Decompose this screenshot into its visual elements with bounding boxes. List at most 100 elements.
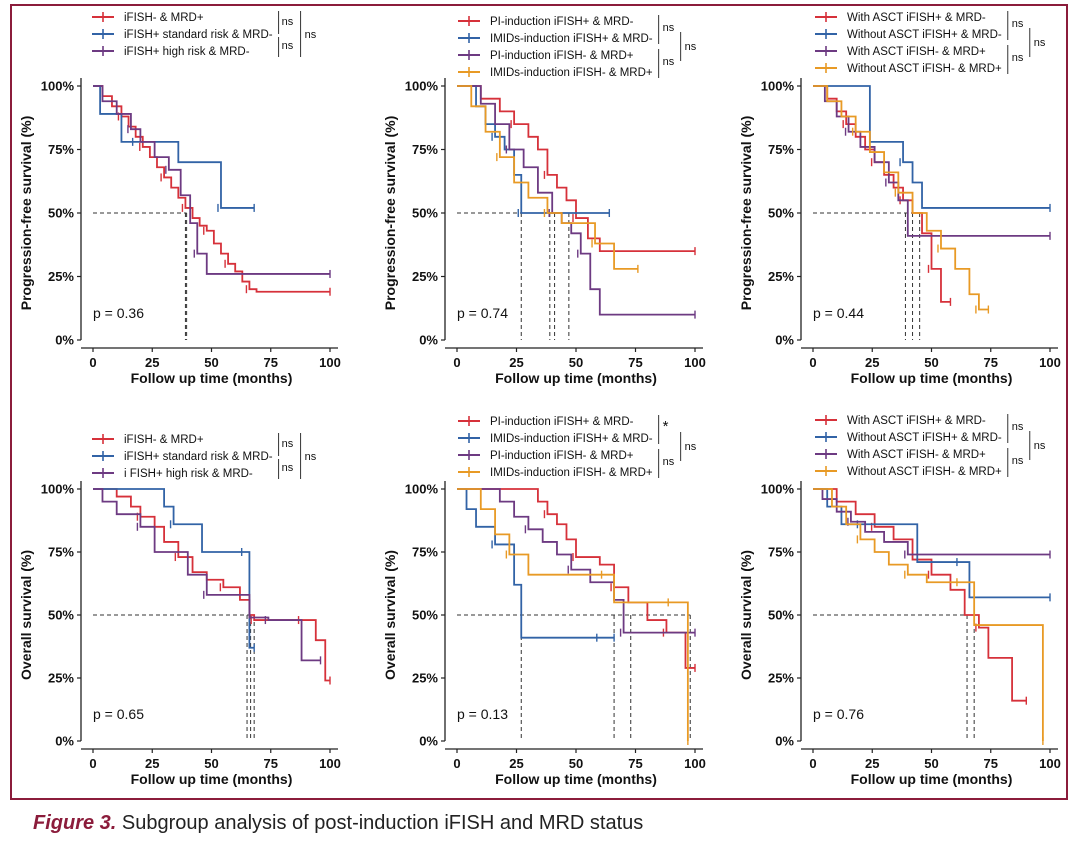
chart-pfs-asct: 0% 25% 50% 75% 100% 0 25 50 75 100 Follow up time … [738,11,1061,386]
legend-label-1: iFISH- & MRD+ [124,12,204,24]
sig-label: ns [282,40,294,52]
legend-label-1: PI-induction iFISH+ & MRD- [490,16,634,28]
legend-label-2: iFISH+ standard risk & MRD- [124,29,273,41]
x-axis-title: Follow up time (months) [851,771,1013,787]
y-tick-label: 100% [41,79,75,94]
sig-label: ns [1034,37,1046,49]
chart-pfs-ifish: 0% 25% 50% 75% 100% 0 25 50 75 100 Follow up time … [18,11,341,386]
x-tick-label: 0 [89,355,96,370]
y-axis-title: Overall survival (%) [738,550,754,680]
survival-curve-2 [93,85,255,209]
legend-label-4: Without ASCT iFISH- & MRD+ [847,63,1002,75]
y-tick-label: 25% [412,671,438,686]
x-tick-label: 50 [204,756,218,771]
legend-label-1: With ASCT iFISH+ & MRD- [847,12,986,24]
legend: PI-induction iFISH+ & MRD- IMIDs-inductio… [458,15,697,79]
y-tick-label: 25% [48,671,74,686]
sig-label: ns [282,16,294,28]
legend: iFISH- & MRD+ iFISH+ standard risk & MRD-… [92,433,317,480]
x-tick-label: 0 [453,756,460,771]
legend-label-3: PI-induction iFISH- & MRD+ [490,50,634,62]
y-tick-label: 50% [768,206,794,221]
figure-frame [10,4,1068,800]
legend-label-1: iFISH- & MRD+ [124,434,204,446]
figure-caption: Figure 3. Subgroup analysis of post-indu… [33,812,643,835]
sig-label: ns [663,22,675,34]
y-axis-title: Progression-free survival (%) [738,116,754,311]
sig-label: * [663,418,669,435]
legend-label-3: With ASCT iFISH- & MRD+ [847,449,986,461]
survival-curve-2 [457,488,615,639]
survival-curve-3 [93,488,321,662]
sig-label: ns [1012,455,1024,467]
y-tick-label: 100% [761,79,795,94]
x-axis-title: Follow up time (months) [131,370,293,386]
x-tick-label: 25 [145,756,159,771]
x-tick-label: 100 [684,756,706,771]
y-tick-label: 0% [55,734,74,749]
y-tick-label: 0% [419,734,438,749]
legend-label-1: PI-induction iFISH+ & MRD- [490,416,634,428]
survival-curve-3 [93,85,330,275]
sig-label: ns [305,29,317,41]
chart-os-induction: 0% 25% 50% 75% 100% 0 25 50 75 100 Follow up time … [382,415,706,787]
x-tick-label: 25 [509,355,523,370]
figure-caption-text: Subgroup analysis of post-induction iFIS… [121,812,644,834]
legend-label-3: i FISH+ high risk & MRD- [124,468,253,480]
p-value: p = 0.36 [93,305,144,321]
legend: iFISH- & MRD+ iFISH+ standard risk & MRD-… [92,11,317,58]
y-tick-label: 0% [775,333,794,348]
x-tick-label: 25 [509,756,523,771]
sig-label: ns [1012,52,1024,64]
x-tick-label: 75 [984,756,998,771]
sig-label: ns [1012,421,1024,433]
survival-curve-1 [457,85,695,252]
x-tick-label: 0 [809,355,816,370]
sig-label: ns [685,441,697,453]
survival-curve-4 [813,488,1044,741]
p-value: p = 0.13 [457,706,508,722]
survival-curve-1 [813,85,951,303]
chart-os-ifish: 0% 25% 50% 75% 100% 0 25 50 75 100 Follow up time … [18,433,341,787]
x-tick-label: 75 [264,355,278,370]
survival-curve-2 [813,488,1050,599]
figure-label: Figure 3. [33,812,117,834]
y-tick-label: 25% [48,269,74,284]
survival-curve-3 [457,85,695,316]
y-axis-title: Progression-free survival (%) [18,116,34,311]
x-tick-label: 100 [1039,355,1061,370]
survival-curve-1 [813,488,1027,702]
y-tick-label: 50% [48,608,74,623]
x-tick-label: 100 [684,355,706,370]
y-tick-label: 75% [48,545,74,560]
survival-curve-2 [93,488,255,649]
sig-label: ns [305,451,317,463]
x-tick-label: 75 [264,756,278,771]
y-tick-label: 75% [48,142,74,157]
legend: With ASCT iFISH+ & MRD- Without ASCT iFIS… [815,11,1046,75]
legend-label-4: Without ASCT iFISH- & MRD+ [847,466,1002,478]
legend: PI-induction iFISH+ & MRD- IMIDs-inductio… [458,415,697,479]
legend-label-1: With ASCT iFISH+ & MRD- [847,415,986,427]
y-tick-label: 100% [761,482,795,497]
y-tick-label: 0% [55,333,74,348]
legend-label-2: IMIDs-induction iFISH+ & MRD- [490,33,653,45]
x-axis-title: Follow up time (months) [131,771,293,787]
legend-label-2: Without ASCT iFISH+ & MRD- [847,432,1002,444]
survival-curve-1 [93,85,330,293]
survival-curve-3 [813,488,1050,556]
sig-label: ns [1012,18,1024,30]
p-value: p = 0.44 [813,305,864,321]
x-tick-label: 50 [204,355,218,370]
p-value: p = 0.65 [93,706,144,722]
x-tick-label: 25 [145,355,159,370]
sig-label: ns [685,41,697,53]
y-tick-label: 75% [768,142,794,157]
y-tick-label: 75% [412,545,438,560]
y-tick-label: 50% [768,608,794,623]
x-axis-title: Follow up time (months) [851,370,1013,386]
y-tick-label: 100% [405,482,439,497]
x-tick-label: 25 [865,355,879,370]
p-value: p = 0.76 [813,706,864,722]
